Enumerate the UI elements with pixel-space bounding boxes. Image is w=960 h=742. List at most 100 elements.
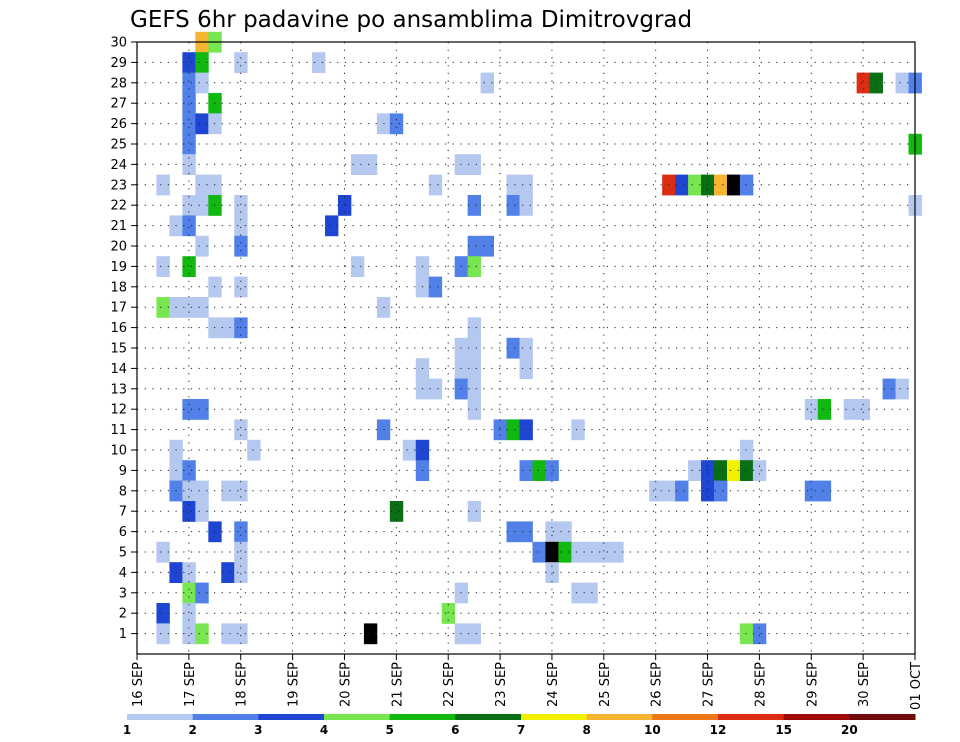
heatmap-cell [234,52,248,73]
heatmap-cell [234,521,248,543]
y-tick-label: 12 [110,403,127,418]
heatmap-cell [156,541,170,563]
heatmap-cell [856,72,871,94]
x-tick-label: 30 SEP [857,662,872,707]
heatmap-cell [506,195,520,216]
heatmap-cell [363,623,378,645]
y-tick-label: 8 [119,484,127,499]
heatmap-cell [182,562,196,583]
heatmap-cell [739,460,754,481]
heatmap-cell [182,623,196,645]
heatmap-cell [804,480,819,502]
heatmap-cell [195,174,209,196]
heatmap-cell [234,235,248,257]
heatmap-cell [182,399,196,420]
heatmap-cell [506,419,520,441]
colorbar-swatch [324,714,391,720]
heatmap-cell [402,439,417,461]
heatmap-cell [221,480,235,502]
colorbar-label: 2 [188,723,196,737]
heatmap-cell [856,399,871,420]
y-tick-label: 15 [110,342,127,357]
x-tick-label: 18 SEP [235,662,250,707]
colorbar-label: 4 [320,723,328,737]
heatmap-cell [714,480,728,502]
y-tick-labels: 1234567891011121314151617181920212223242… [110,36,137,642]
heatmap-cell [156,174,170,196]
heatmap-cell [182,501,196,522]
heatmap-cell [519,195,533,216]
heatmap-cell [182,256,196,277]
heatmap-cell [182,72,196,94]
colorbar-label: 20 [841,723,858,737]
heatmap-cell [195,235,209,257]
heatmap-cell [467,399,482,420]
heatmap-cell [234,215,248,237]
colorbar-swatch [389,714,456,720]
x-tick-label: 21 SEP [390,662,405,707]
heatmap-cell [519,337,533,359]
colorbar-swatch [783,714,850,720]
heatmap-cell [519,358,533,379]
heatmap-cell [389,501,404,522]
heatmap-cell [156,603,170,624]
heatmap-cell [182,133,196,155]
heatmap-cell [817,480,832,502]
heatmap-cell [182,582,196,604]
heatmap-cell [428,276,443,298]
heatmap-cell [597,541,611,563]
heatmap-cell [558,541,572,563]
y-tick-label: 10 [110,444,127,459]
heatmap-cell [649,480,663,502]
heatmap-cell [441,603,456,624]
heatmap-cell [506,337,520,359]
heatmap-cell [182,93,196,114]
colorbar-label: 10 [644,723,661,737]
heatmap-cell [558,521,572,543]
heatmap-cell [182,480,196,502]
heatmap-cell [675,480,689,502]
colorbar-swatch [718,714,785,720]
heatmap-cell [182,52,196,73]
heatmap-cell [195,195,209,216]
heatmap-cell [739,623,754,645]
heatmap-cell [350,154,365,175]
heatmap-cell [195,113,209,135]
heatmap-cell [545,460,559,481]
heatmap-cell [467,337,482,359]
x-tick-label: 24 SEP [546,662,561,707]
x-tick-labels: 16 SEP 17 SEP 18 SEP 19 SEP 20 SEP 21 SEP 22 S… [131,654,924,710]
heatmap-cell [195,501,209,522]
heatmap-cell [895,378,909,400]
heatmap-cell [480,72,494,94]
heatmap-cell [843,399,858,420]
y-tick-label: 13 [110,382,127,397]
x-tick-label: 23 SEP [494,662,509,707]
colorbar-swatch [849,714,916,720]
colorbar: 1 2 3 4 5 6 7 8 10 12 15 20 [123,714,916,737]
heatmap-cell [363,154,378,175]
y-tick-label: 28 [110,76,127,91]
y-tick-label: 19 [110,260,127,275]
y-tick-label: 16 [110,321,127,336]
heatmap-cell [195,623,209,645]
chart-title: GEFS 6hr padavine po ansamblima Dimitrov… [130,7,692,33]
heatmap-cell [182,460,196,481]
heatmap-cell [726,174,741,196]
heatmap-cell [195,480,209,502]
heatmap-cell [195,399,209,420]
heatmap-cell [195,582,209,604]
heatmap-cell [234,623,248,645]
heatmap-cell [532,541,546,563]
heatmap-cell [714,174,728,196]
colorbar-label: 12 [710,723,727,737]
heatmap-cell [428,174,443,196]
heatmap-cell [325,215,339,237]
heatmap-cells [156,31,922,645]
heatmap-cell [895,72,909,94]
heatmap-cell [493,419,507,441]
colorbar-label: 6 [451,723,459,737]
heatmap-cell [156,256,170,277]
heatmap-cell [234,419,248,441]
